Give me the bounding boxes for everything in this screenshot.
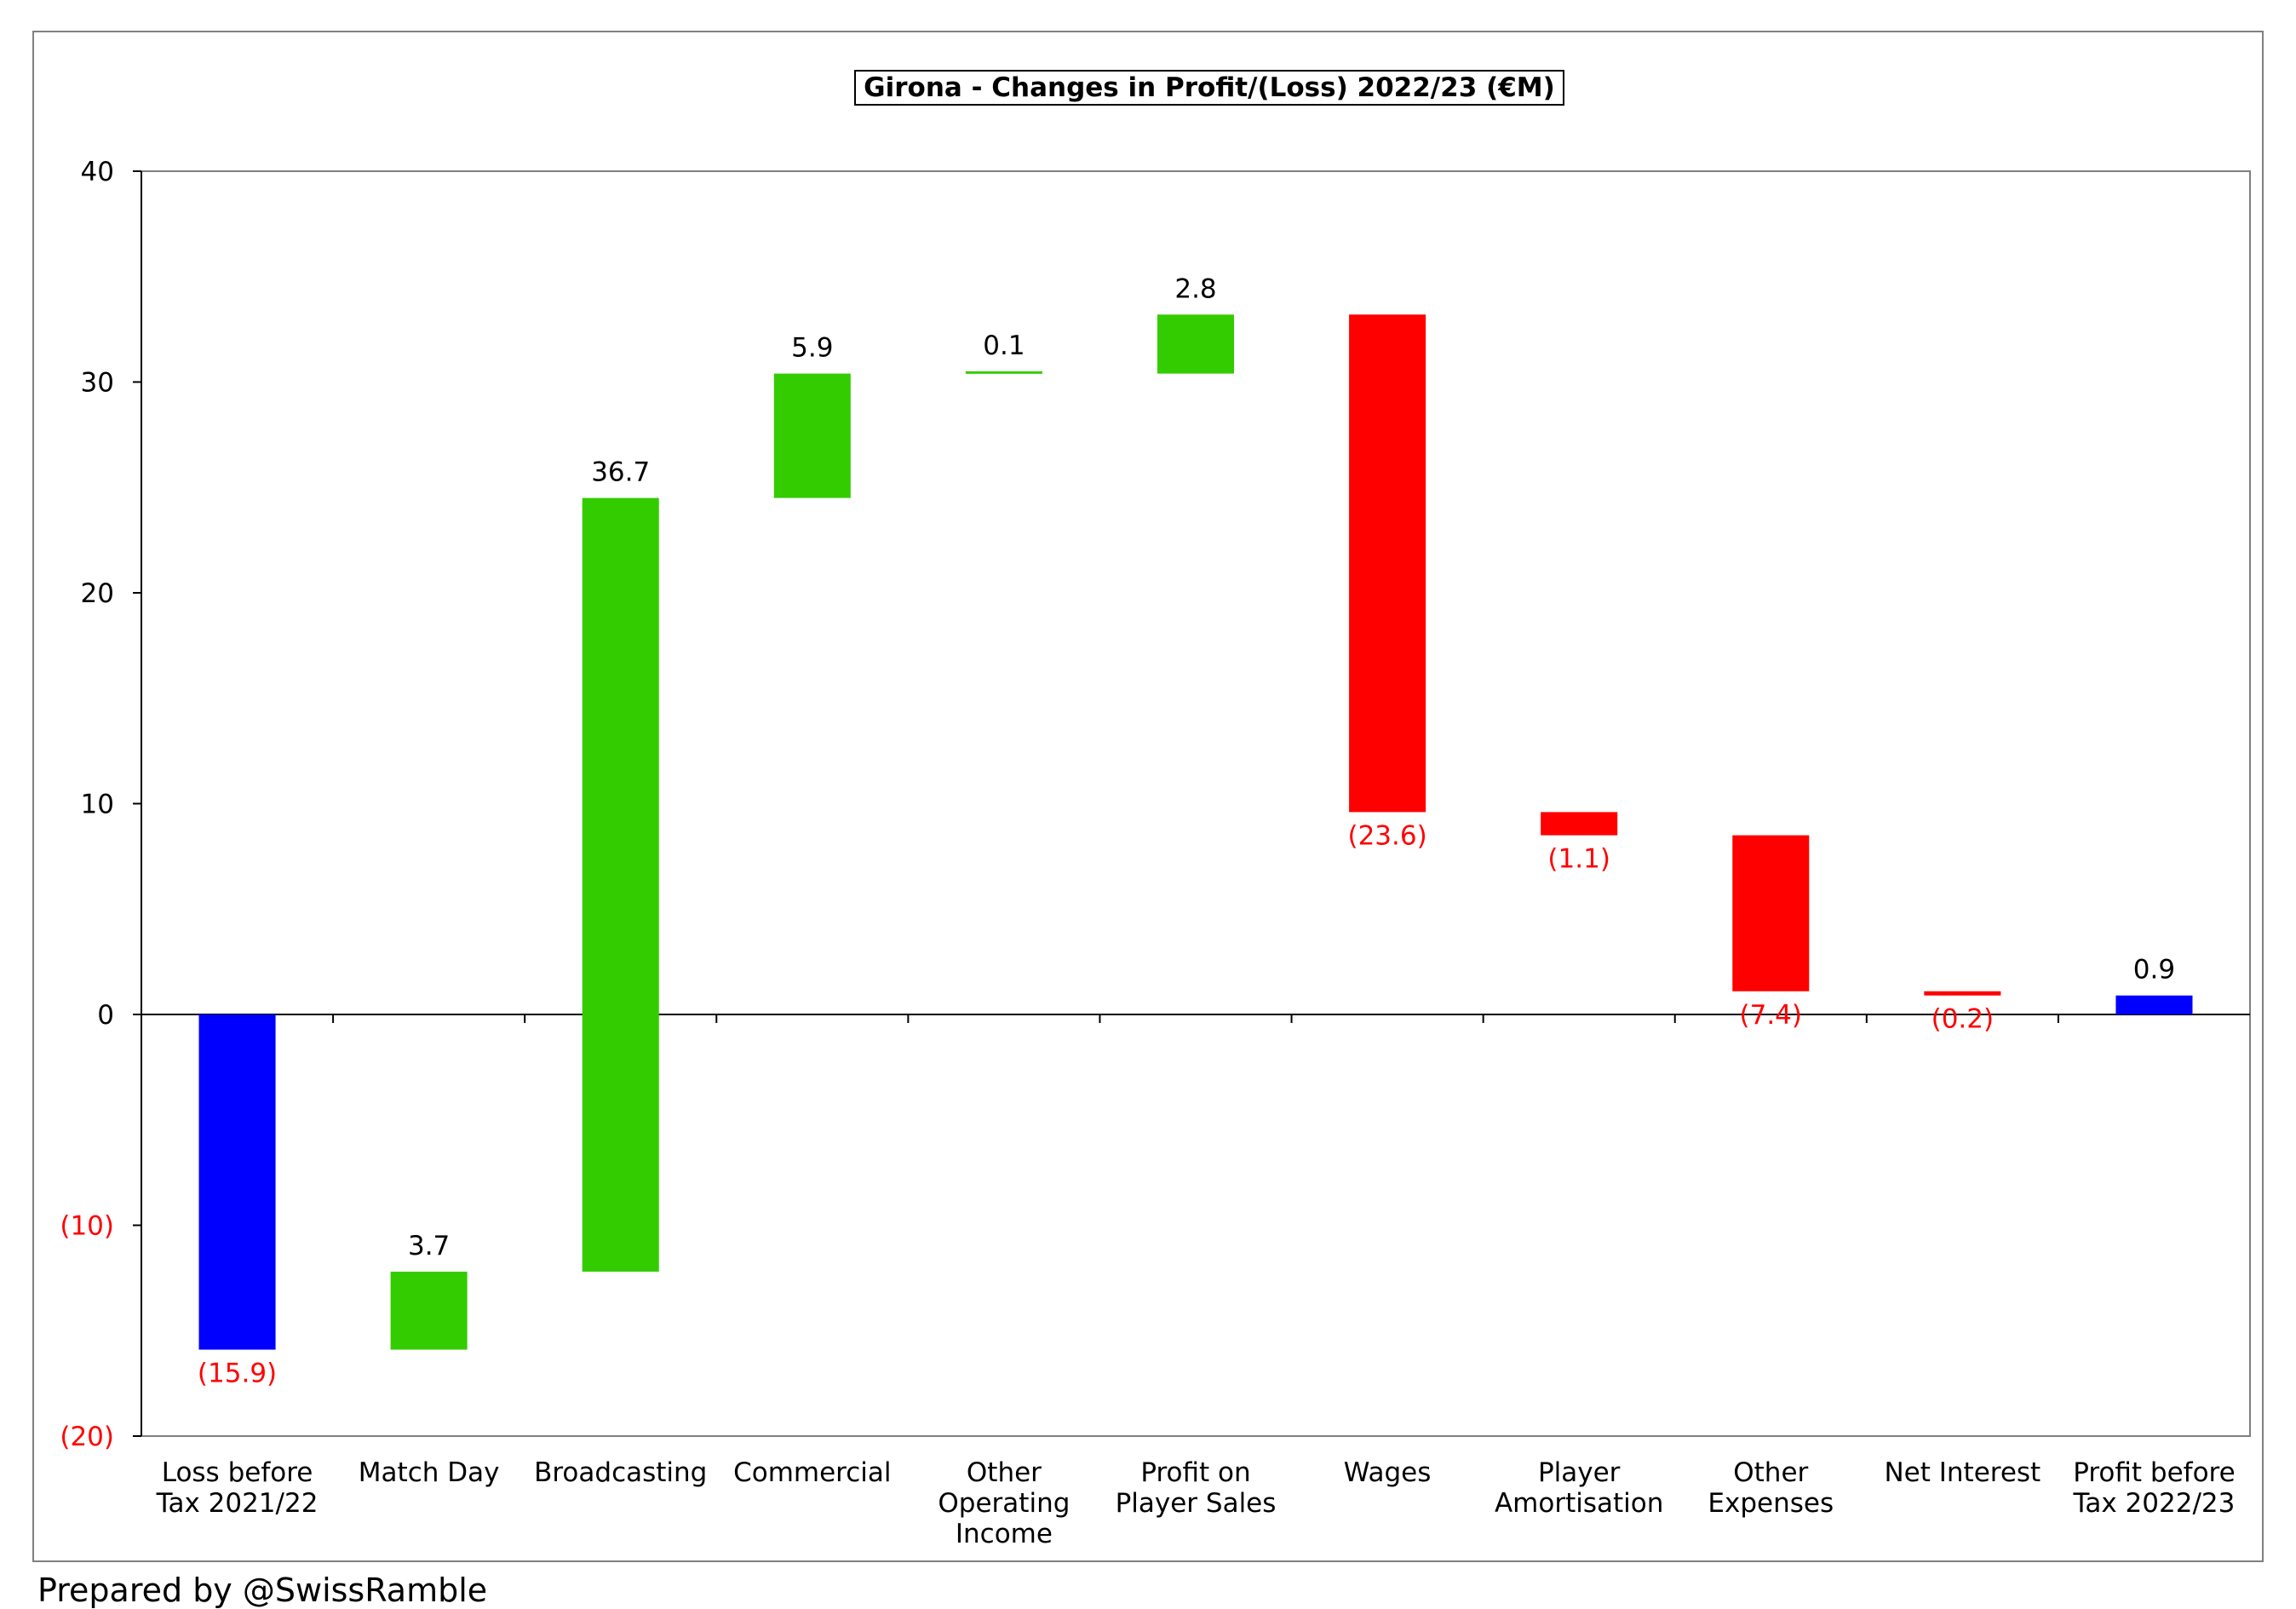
category-label: Player Amortisation (1495, 1457, 1663, 1519)
waterfall-bar (965, 371, 1042, 374)
data-label: (1.1) (1547, 844, 1610, 875)
data-label: (0.2) (1932, 1004, 1995, 1035)
waterfall-bar (1732, 835, 1810, 991)
waterfall-bar (390, 1271, 468, 1350)
data-label: (23.6) (1347, 820, 1426, 851)
data-label: 2.8 (1174, 273, 1216, 304)
y-tick-label: 10 (81, 790, 114, 820)
chart-title: Girona - Changes in Profit/(Loss) 2022/2… (854, 70, 1564, 106)
category-label: Loss before Tax 2021/22 (156, 1457, 319, 1519)
waterfall-bar (198, 1014, 276, 1350)
category-label: Profit on Player Sales (1116, 1457, 1277, 1519)
waterfall-bar (1541, 812, 1618, 836)
data-label: 3.7 (408, 1231, 450, 1261)
data-label: 5.9 (791, 333, 833, 364)
category-label: Commercial (733, 1457, 891, 1488)
category-label: Broadcasting (534, 1457, 707, 1488)
y-tick-label: 30 (81, 368, 114, 399)
y-tick-label: 40 (81, 157, 114, 187)
category-label: Other Operating Income (938, 1457, 1070, 1549)
waterfall-bar (1924, 991, 2001, 996)
waterfall-bar (773, 373, 851, 498)
waterfall-bar (1349, 314, 1426, 813)
category-label: Profit before Tax 2022/23 (2073, 1457, 2236, 1519)
data-label: (15.9) (198, 1359, 277, 1389)
data-label: (7.4) (1740, 1000, 1803, 1031)
y-tick-label: (10) (60, 1211, 114, 1242)
waterfall-bar (2115, 995, 2193, 1014)
data-label: 0.9 (2133, 955, 2175, 986)
y-tick-label: 0 (97, 1000, 114, 1031)
y-tick-label: (20) (60, 1422, 114, 1452)
waterfall-bar (582, 497, 659, 1272)
footer-credit: Prepared by @SwissRamble (37, 1572, 488, 1609)
category-label: Other Expenses (1708, 1457, 1834, 1519)
y-tick-label: 20 (81, 578, 114, 609)
data-label: 0.1 (983, 330, 1025, 361)
waterfall-bar (1157, 314, 1235, 374)
data-label: 36.7 (591, 457, 650, 488)
category-label: Wages (1344, 1457, 1432, 1488)
category-label: Match Day (359, 1457, 500, 1488)
category-label: Net Interest (1884, 1457, 2041, 1488)
